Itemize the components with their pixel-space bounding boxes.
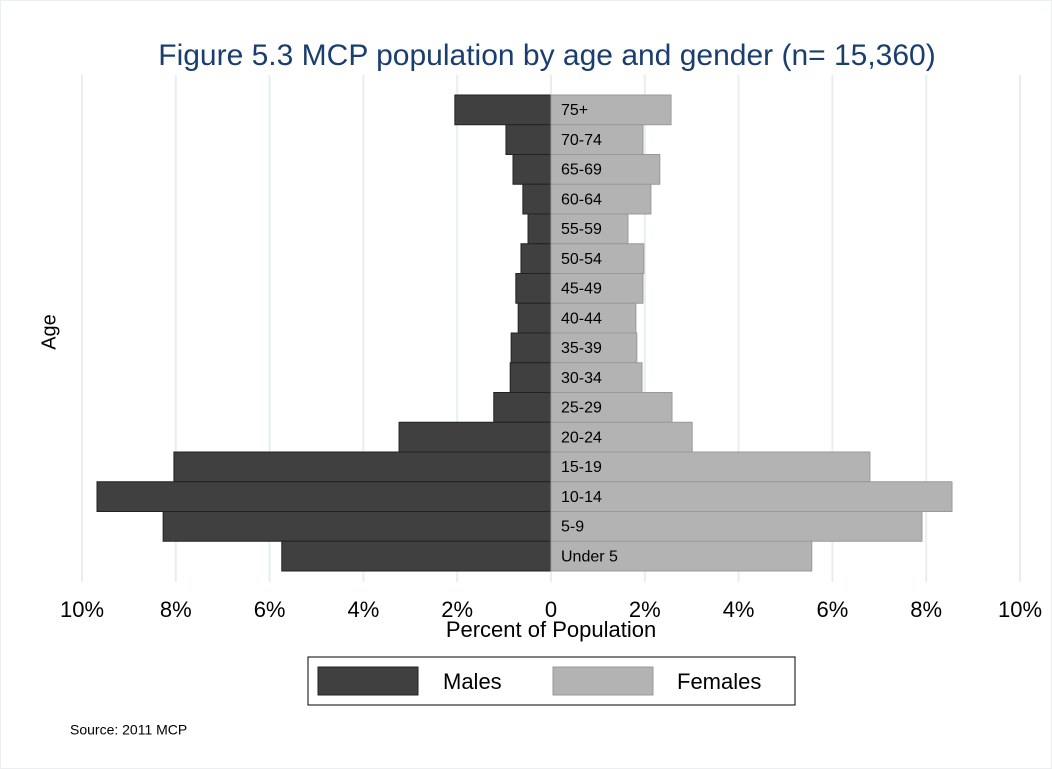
category-label: 35-39 [561, 340, 602, 357]
bar [550, 302, 637, 334]
bar [550, 94, 672, 126]
legend-label: Males [443, 669, 502, 694]
bar [520, 243, 552, 274]
category-label: 70-74 [561, 132, 602, 149]
category-label: 60-64 [561, 191, 602, 208]
bar [550, 481, 953, 512]
legend-swatch [552, 666, 654, 696]
category-label: 30-34 [561, 370, 602, 387]
bar [398, 421, 552, 453]
bar [510, 332, 552, 364]
category-label: 5-9 [561, 519, 584, 536]
bar [454, 94, 552, 126]
bar [281, 540, 552, 572]
x-tick-label: 10% [998, 597, 1042, 622]
x-tick-label: 8% [160, 597, 192, 622]
category-label: 65-69 [561, 162, 602, 179]
x-tick-label: 8% [910, 597, 942, 622]
y-axis-label: Age [38, 314, 60, 350]
bar [550, 154, 661, 185]
category-label: 20-24 [561, 429, 602, 446]
bar [550, 213, 629, 245]
bar [550, 511, 923, 542]
bar [550, 183, 652, 215]
category-label: 55-59 [561, 221, 602, 238]
bar [515, 273, 552, 304]
x-tick-label: 2% [629, 597, 661, 622]
bar [527, 213, 552, 245]
x-tick-label: 6% [254, 597, 286, 622]
legend-swatch [317, 666, 419, 696]
source-note: Source: 2011 MCP [70, 722, 187, 738]
x-tick-label: 2% [441, 597, 473, 622]
category-label: Under 5 [561, 548, 618, 565]
category-label: 15-19 [561, 459, 602, 476]
bar [162, 511, 552, 542]
bar [550, 451, 871, 483]
bar [522, 183, 552, 215]
bar [493, 392, 552, 423]
bar [550, 124, 644, 155]
category-label: 40-44 [561, 310, 602, 327]
bar [550, 540, 813, 572]
bar [517, 302, 552, 334]
x-tick-label: 4% [348, 597, 380, 622]
x-tick-label: 0 [545, 597, 557, 622]
category-label: 50-54 [561, 251, 602, 268]
x-tick-label: 6% [817, 597, 849, 622]
bar [550, 362, 643, 393]
bar [550, 273, 644, 304]
bar [173, 451, 552, 483]
bar [550, 332, 638, 364]
bar [512, 154, 552, 185]
x-tick-label: 4% [723, 597, 755, 622]
bar [509, 362, 552, 393]
x-axis-label: Percent of Population [446, 617, 656, 642]
chart-title: Figure 5.3 MCP population by age and gen… [158, 39, 935, 72]
category-label: 45-49 [561, 281, 602, 298]
bar [550, 243, 645, 274]
legend-label: Females [677, 669, 761, 694]
category-label: 75+ [561, 102, 588, 119]
category-label: 25-29 [561, 400, 602, 417]
bar [505, 124, 552, 155]
bar [96, 481, 552, 512]
category-label: 10-14 [561, 489, 602, 506]
x-tick-label: 10% [60, 597, 104, 622]
